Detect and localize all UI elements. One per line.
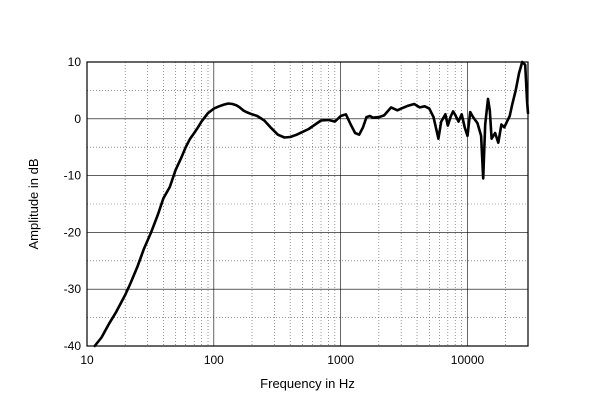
x-tick-label: 10000	[451, 353, 485, 367]
y-tick-label: -10	[64, 169, 82, 183]
response-curve	[93, 60, 530, 348]
x-tick-labels: 10 100 1000 10000	[80, 353, 484, 367]
x-axis-label: Frequency in Hz	[260, 376, 355, 391]
y-tick-label: 0	[74, 112, 81, 126]
plot-frame	[86, 61, 529, 347]
x-tick-label: 100	[204, 353, 224, 367]
y-tick-label: 10	[68, 55, 82, 69]
x-tick-label: 10	[80, 353, 94, 367]
y-tick-labels: 10 0 -10 -20 -30 -40	[64, 55, 82, 353]
y-tick-label: -40	[64, 339, 82, 353]
y-tick-label: -30	[64, 282, 82, 296]
y-axis-label: Amplitude in dB	[26, 158, 41, 249]
x-tick-label: 1000	[327, 353, 354, 367]
y-tick-label: -20	[64, 225, 82, 239]
